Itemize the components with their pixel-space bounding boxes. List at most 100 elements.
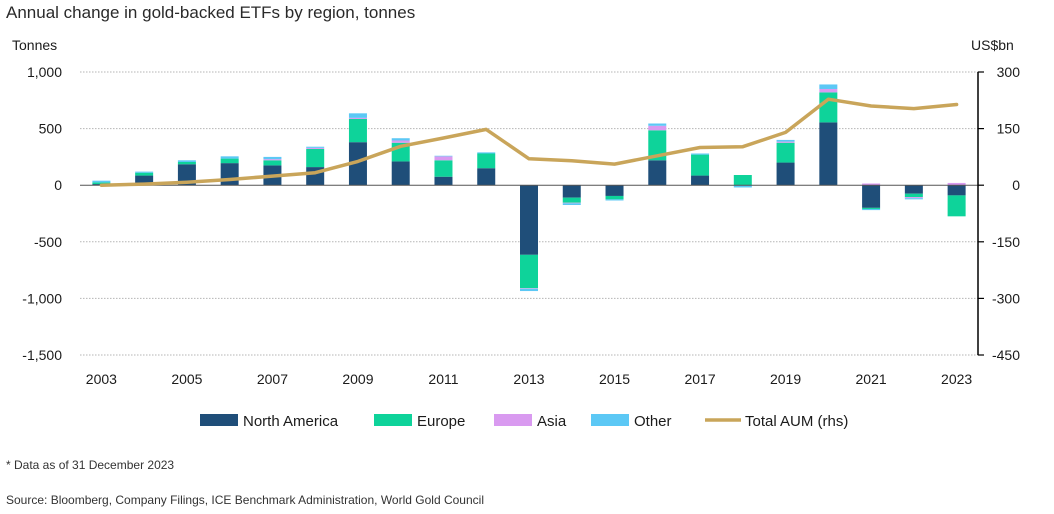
bar-segment	[776, 162, 795, 186]
legend-label: Total AUM (rhs)	[745, 413, 848, 430]
y-tick-label-right: -300	[992, 290, 1020, 306]
y-tick-label-right: 0	[1012, 177, 1020, 193]
x-tick-label: 2003	[86, 371, 117, 387]
bar-segment	[819, 92, 838, 123]
bar-segment	[520, 288, 538, 289]
bar-segment	[562, 197, 581, 203]
bar-segment	[562, 202, 581, 204]
bar-segment	[306, 147, 325, 149]
x-tick-label: 2009	[342, 371, 373, 387]
bar-segment	[434, 155, 453, 157]
bar-segment	[177, 161, 196, 165]
y-tick-label-right: -150	[992, 234, 1020, 250]
bar-segment	[177, 160, 196, 162]
bar-segment	[862, 185, 881, 208]
bar-segment	[520, 254, 538, 289]
bar-segment	[177, 164, 196, 186]
x-tick-label: 2015	[599, 371, 630, 387]
bar-segment	[263, 156, 282, 160]
axes-group: 1,000 500 0 -500 -1,000 -1,500 300 150 0 -150 -300…	[12, 37, 1020, 387]
bar-segment	[391, 161, 410, 186]
bar-segment	[819, 84, 838, 89]
bar-segment	[562, 203, 581, 206]
bar-segment	[776, 141, 795, 143]
x-tick-label: 2021	[856, 371, 887, 387]
bar-segment	[348, 113, 367, 118]
bar-segment	[648, 130, 667, 161]
bar-segment	[776, 139, 795, 142]
y-tick-label-left: -500	[34, 234, 62, 250]
y-tick-label-right: 300	[997, 64, 1021, 80]
bar-segment	[862, 208, 881, 211]
bar-segment	[947, 185, 966, 196]
bar-segment	[520, 288, 538, 292]
bar-segment	[819, 122, 838, 186]
bar-segment	[947, 195, 966, 217]
bar-segment	[819, 88, 838, 93]
bar-segment	[306, 146, 325, 148]
aum-line-group	[99, 97, 959, 187]
y-axis-title-right: US$bn	[971, 37, 1014, 53]
bar-segment	[391, 138, 410, 141]
chart-title: Annual change in gold-backed ETFs by reg…	[6, 3, 416, 22]
bar-segment	[733, 185, 752, 188]
x-tick-label: 2019	[770, 371, 801, 387]
legend-label: Europe	[417, 413, 465, 430]
bar-segment	[92, 182, 111, 185]
bar-segment	[92, 180, 111, 183]
bar-segment	[904, 198, 923, 200]
footnote: * Data as of 31 December 2023	[6, 458, 175, 472]
bar-segment	[691, 154, 710, 176]
y-tick-label-left: 500	[39, 121, 63, 137]
x-tick-label: 2007	[257, 371, 288, 387]
bar-segment	[135, 175, 154, 186]
bar-segment	[648, 160, 667, 186]
bar-segment	[862, 207, 881, 209]
bar-segment	[605, 199, 624, 201]
aum-line	[99, 97, 959, 187]
legend-label: North America	[243, 413, 339, 430]
x-tick-label: 2023	[941, 371, 972, 387]
y-tick-label-right: -450	[992, 347, 1020, 363]
legend-swatch	[494, 414, 532, 426]
bar-segment	[605, 185, 624, 196]
bar-segment	[477, 153, 496, 169]
bar-segment	[605, 195, 624, 200]
bar-segment	[477, 168, 496, 186]
bar-segment	[434, 156, 453, 161]
bar-segment	[904, 193, 923, 198]
bar-segment	[648, 123, 667, 126]
bar-segment	[691, 175, 710, 186]
x-tick-label: 2017	[684, 371, 715, 387]
legend-label: Asia	[537, 413, 567, 430]
bar-segment	[306, 148, 325, 168]
bar-segment	[220, 158, 239, 164]
bar-segment	[648, 125, 667, 131]
bar-segment	[776, 142, 795, 163]
bar-segment	[135, 171, 154, 173]
bar-segment	[220, 156, 239, 159]
bar-segment	[733, 175, 752, 186]
bars-group	[92, 84, 966, 292]
bar-segment	[220, 163, 239, 186]
y-tick-label-left: -1,000	[22, 290, 62, 306]
bar-segment	[263, 160, 282, 166]
bar-segment	[904, 185, 923, 194]
bar-segment	[263, 159, 282, 161]
bar-segment	[562, 185, 581, 198]
legend: North America Europe Asia Other Total AUM (r…	[200, 413, 848, 430]
bar-segment	[391, 140, 410, 143]
bar-segment	[520, 185, 538, 255]
bar-segment	[135, 172, 154, 176]
legend-swatch	[591, 414, 629, 426]
y-tick-label-left: 0	[54, 177, 62, 193]
y-tick-label-right: 150	[997, 121, 1021, 137]
legend-swatch	[200, 414, 238, 426]
bar-segment	[862, 183, 881, 186]
x-tick-label: 2011	[428, 371, 458, 387]
bar-segment	[691, 153, 710, 155]
bar-segment	[434, 160, 453, 177]
bar-segment	[348, 117, 367, 119]
x-tick-label: 2013	[513, 371, 544, 387]
